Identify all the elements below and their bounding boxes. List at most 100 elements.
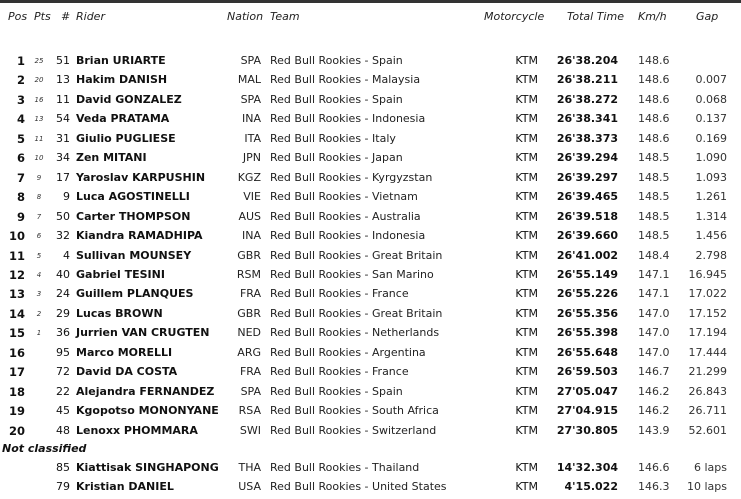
table-row: 2 20 13 Hakim DANISH MAL Red Bull Rookies - M… [0, 73, 741, 92]
points: 16 [34, 95, 44, 104]
nation: SWI [239, 423, 261, 437]
nation: USA [238, 480, 261, 494]
position: 14 [8, 306, 25, 321]
speed: 143.9 [638, 423, 670, 437]
rider-name: Sullivan MOUNSEY [76, 248, 192, 262]
total-time: 26'38.272 [556, 92, 618, 106]
team: Red Bull Rookies - South Africa [270, 404, 439, 418]
position: 18 [8, 384, 25, 399]
gap: 1.314 [695, 209, 728, 223]
motorcycle: KTM [515, 384, 538, 398]
rider-number: 17 [56, 170, 70, 184]
table-row: 79 Kristian DANIEL USA Red Bull Rookies - U… [0, 480, 741, 499]
table-row: 13 3 24 Guillem PLANQUES FRA Red Bull Rookies… [0, 287, 741, 306]
team: Red Bull Rookies - Australia [270, 209, 421, 223]
total-time: 14'32.304 [556, 461, 618, 474]
total-time: 26'39.297 [556, 170, 618, 184]
total-time: 26'55.149 [556, 267, 618, 281]
rider-number: 22 [56, 384, 70, 398]
points: 10 [34, 154, 44, 163]
points: 1 [36, 329, 42, 338]
nation: KGZ [237, 170, 261, 184]
team: Red Bull Rookies - Spain [270, 92, 403, 106]
rider-number: 79 [56, 480, 70, 494]
table-row: 6 10 34 Zen MITANI JPN Red Bull Rookies - Jap… [0, 151, 741, 170]
speed: 146.2 [638, 384, 670, 398]
motorcycle: KTM [515, 345, 538, 359]
speed: 147.0 [638, 326, 670, 340]
table-row: 8 8 9 Luca AGOSTINELLI VIE Red Bull Rookies -… [0, 190, 741, 209]
not-classified-label: Not classified [2, 442, 87, 455]
gap: 1.261 [695, 190, 728, 204]
gap: 6 laps [693, 461, 727, 474]
nation: THA [238, 461, 261, 474]
table-row: 18 22 Alejandra FERNANDEZ SPA Red Bull Rooki… [0, 385, 741, 404]
total-time: 26'39.294 [556, 151, 618, 165]
nation: RSM [236, 267, 261, 281]
nation: SPA [240, 54, 261, 67]
rider-name: Kiattisak SINGHAPONG [76, 461, 219, 474]
speed: 148.5 [638, 229, 670, 243]
rider-name: Zen MITANI [76, 151, 147, 165]
total-time: 4'15.022 [564, 480, 618, 494]
rider-name: Carter THOMPSON [76, 209, 191, 223]
position: 13 [8, 287, 25, 302]
position: 10 [8, 229, 25, 244]
gap: 17.444 [688, 345, 728, 359]
total-time: 26'41.002 [556, 248, 618, 262]
rider-number: 4 [63, 248, 70, 262]
total-time: 26'38.211 [556, 73, 618, 87]
motorcycle: KTM [515, 54, 538, 67]
rider-name: David GONZALEZ [76, 92, 182, 106]
rider-name: Luca AGOSTINELLI [76, 190, 190, 204]
rider-name: Alejandra FERNANDEZ [76, 384, 215, 398]
nation: VIE [243, 190, 261, 204]
points: 11 [34, 134, 44, 143]
team: Red Bull Rookies - Netherlands [270, 326, 440, 340]
points: 3 [36, 290, 42, 299]
rider-number: 11 [56, 92, 70, 106]
team: Red Bull Rookies - Spain [270, 384, 403, 398]
motorcycle: KTM [515, 461, 538, 474]
team: Red Bull Rookies - Kyrgyzstan [270, 170, 433, 184]
total-time: 26'39.465 [556, 190, 618, 204]
header-kmh: Km/h [638, 10, 667, 23]
speed: 147.0 [638, 306, 670, 320]
header-nation: Nation [227, 10, 264, 23]
points: 2 [36, 309, 42, 318]
team: Red Bull Rookies - Italy [270, 131, 396, 145]
total-time: 27'04.915 [556, 404, 618, 418]
total-time: 26'55.648 [556, 345, 618, 359]
table-row: 17 72 David DA COSTA FRA Red Bull Rookies - … [0, 365, 741, 384]
table-row: 5 11 31 Giulio PUGLIESE ITA Red Bull Rookies … [0, 132, 741, 151]
position: 2 [16, 73, 25, 88]
motorcycle: KTM [515, 248, 538, 262]
position: 8 [16, 190, 25, 205]
header-pos: Pos [8, 10, 28, 23]
gap: 0.169 [695, 131, 728, 145]
motorcycle: KTM [515, 404, 538, 418]
total-time: 26'55.226 [556, 287, 618, 301]
gap: 10 laps [686, 480, 727, 494]
rider-name: Guillem PLANQUES [76, 287, 194, 301]
rider-name: Kgopotso MONONYANE [76, 404, 219, 418]
total-time: 27'30.805 [556, 423, 618, 437]
motorcycle: KTM [515, 229, 538, 243]
points: 8 [36, 193, 42, 202]
nation: FRA [239, 287, 261, 301]
motorcycle: KTM [515, 423, 538, 437]
rider-number: 34 [56, 151, 70, 165]
rider-name: Kristian DANIEL [76, 480, 174, 494]
speed: 148.5 [638, 151, 670, 165]
position: 15 [8, 326, 25, 341]
motorcycle: KTM [515, 170, 538, 184]
gap: 17.152 [688, 306, 728, 320]
table-row: 3 16 11 David GONZALEZ SPA Red Bull Rookies -… [0, 93, 741, 112]
team: Red Bull Rookies - Great Britain [270, 306, 443, 320]
gap: 17.022 [688, 287, 728, 301]
header-motorcycle: Motorcycle [484, 10, 545, 23]
motorcycle: KTM [515, 131, 538, 145]
position: 20 [8, 423, 25, 438]
table-row: 14 2 29 Lucas BROWN GBR Red Bull Rookies - Gr… [0, 307, 741, 326]
speed: 147.1 [638, 267, 670, 281]
